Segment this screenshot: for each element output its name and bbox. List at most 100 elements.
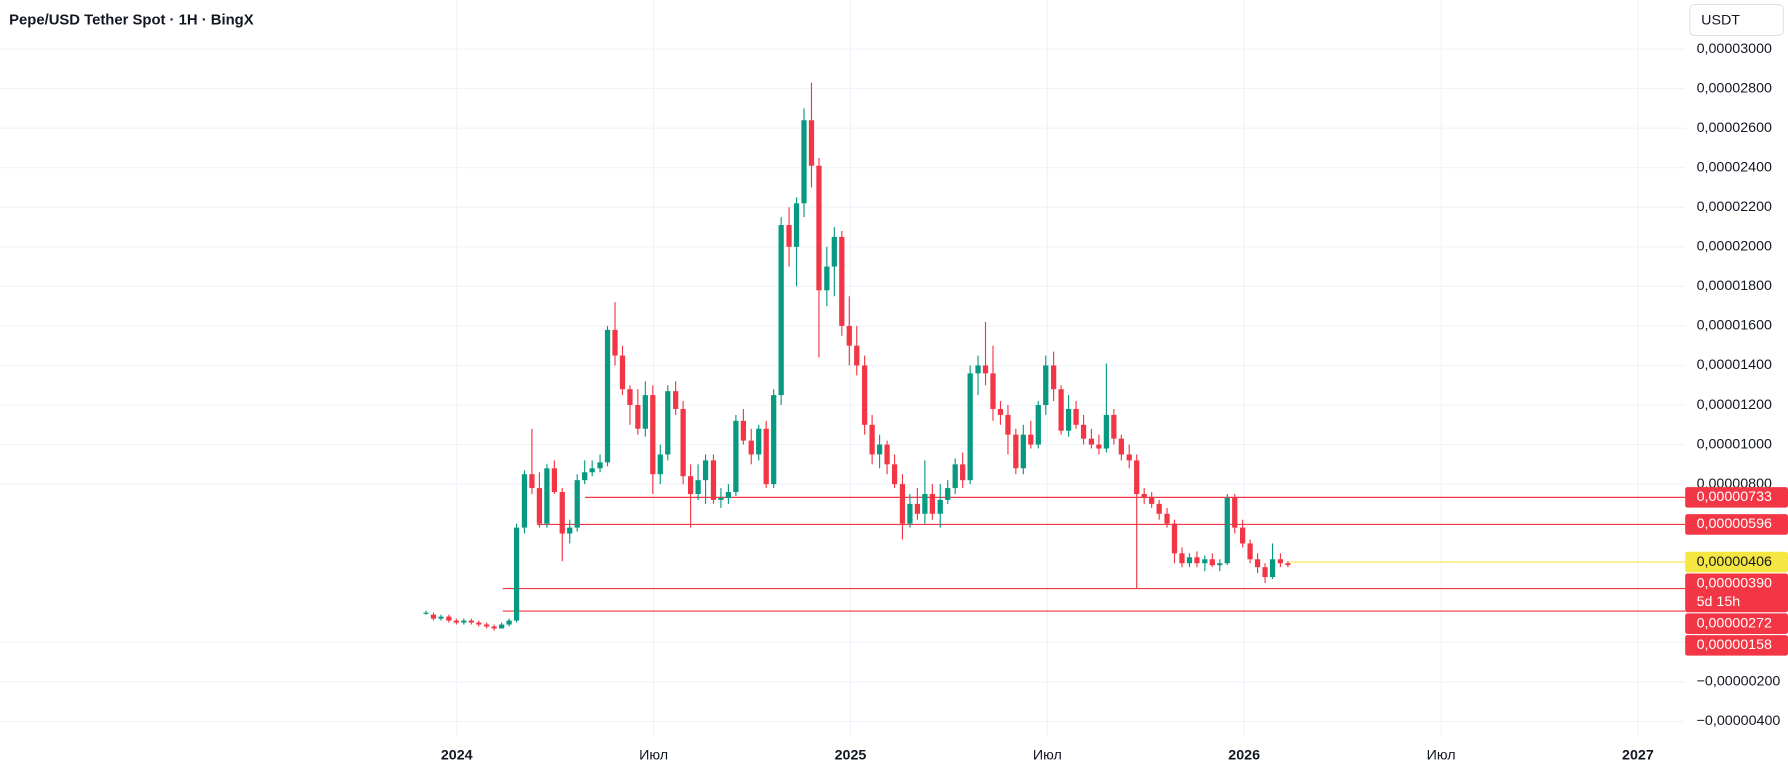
axes: 0,00003000 0,00002800 0,00002600 0,00002400…	[441, 41, 1788, 764]
candle-body	[529, 474, 535, 489]
candle-body	[582, 472, 588, 481]
price-label-box	[1685, 613, 1788, 634]
candle-body	[1285, 563, 1291, 566]
x-tick-label: Июл	[1427, 748, 1456, 764]
y-tick-label: 0,00001600	[1697, 318, 1772, 334]
candle-body	[1080, 424, 1087, 439]
candle-body	[876, 444, 883, 455]
candle-body	[960, 464, 966, 481]
candle-body	[824, 266, 830, 291]
candle-body	[498, 624, 505, 629]
candle-body	[1118, 438, 1124, 455]
currency-button[interactable]	[1689, 3, 1785, 36]
candle-body	[1239, 527, 1246, 544]
candle-body	[756, 428, 762, 455]
candle-body	[831, 236, 837, 267]
candle-body	[914, 503, 921, 514]
candle-body	[1232, 497, 1238, 528]
candle-body	[771, 395, 777, 485]
candle-body	[1217, 563, 1223, 566]
candle-body	[1156, 503, 1162, 514]
candle-body	[536, 488, 543, 524]
price-label-box	[1685, 487, 1788, 508]
y-tick-label: 0,00002200	[1697, 199, 1772, 215]
candle-body	[1013, 434, 1019, 469]
candle-body	[1051, 365, 1057, 390]
candle-body	[476, 622, 482, 625]
candle-body	[945, 488, 951, 500]
candle-body	[559, 492, 565, 534]
candle-body	[1073, 408, 1079, 425]
candle-body	[1111, 414, 1117, 439]
candle-body	[513, 527, 520, 621]
candle-body	[725, 492, 732, 498]
y-tick-label: 0,00002000	[1697, 239, 1772, 255]
candle-body	[952, 464, 958, 489]
candle-body	[748, 440, 754, 455]
currency-label[interactable]: USDT	[1701, 12, 1740, 28]
candle-body	[1020, 434, 1026, 469]
countdown-label: 5d 15h	[1697, 594, 1741, 610]
candle-body	[1096, 444, 1102, 449]
candle-body	[695, 480, 701, 495]
candle-body	[673, 391, 679, 409]
candle-body	[1134, 460, 1140, 495]
candle-body	[899, 484, 906, 524]
candle-body	[907, 503, 913, 524]
candle-body	[1028, 434, 1034, 445]
candle-body	[990, 373, 996, 409]
price-label: 0,00000272	[1697, 615, 1772, 631]
candles	[423, 82, 1291, 631]
candle-body	[982, 365, 989, 374]
candle-body	[544, 468, 550, 524]
candle-body	[1005, 414, 1011, 435]
candle-body	[1277, 559, 1284, 564]
candle-body	[551, 468, 558, 493]
price-label-box	[1685, 514, 1788, 535]
candle-body	[702, 460, 709, 481]
y-tick-label: 0,00001400	[1697, 357, 1772, 373]
candle-body	[922, 494, 928, 514]
y-tick-label: 0,00002400	[1697, 159, 1772, 175]
candle-body	[1224, 497, 1230, 564]
candle-body	[491, 626, 497, 629]
candle-body	[1149, 497, 1155, 504]
x-tick-label: Июл	[639, 748, 668, 764]
candle-body	[657, 454, 663, 475]
candle-body	[1269, 559, 1276, 578]
candle-body	[453, 620, 459, 623]
candle-body	[937, 499, 943, 514]
x-tick-label: 2025	[835, 748, 867, 764]
candle-body	[862, 365, 868, 425]
price-label: 0,00000158	[1697, 637, 1772, 653]
candle-body	[461, 620, 467, 623]
candle-body	[627, 389, 633, 406]
candle-body	[589, 468, 595, 473]
candle-body	[567, 527, 573, 534]
candle-body	[650, 395, 656, 475]
candle-body	[733, 420, 739, 493]
candle-body	[468, 620, 474, 623]
x-tick-label: 2024	[441, 748, 473, 764]
price-label: 0,00000733	[1697, 489, 1772, 505]
price-label-box	[1685, 635, 1788, 656]
y-tick-label: −0,00000400	[1697, 713, 1781, 729]
candle-body	[1186, 557, 1193, 564]
candle-body	[506, 620, 512, 625]
candle-body	[1103, 414, 1110, 449]
y-tick-label: −0,00000200	[1697, 674, 1781, 690]
x-tick-label: 2026	[1228, 748, 1260, 764]
candle-body	[786, 225, 792, 247]
candle-body	[1164, 513, 1170, 524]
candle-body	[891, 464, 898, 485]
candle-body	[521, 474, 528, 528]
candle-body	[710, 460, 717, 500]
candle-body	[574, 480, 580, 528]
candle-body	[1035, 405, 1041, 445]
candle-body	[1262, 567, 1268, 578]
candle-body	[1202, 559, 1208, 564]
candle-body	[423, 612, 429, 614]
candle-body	[801, 120, 807, 204]
grid	[0, 0, 1686, 737]
